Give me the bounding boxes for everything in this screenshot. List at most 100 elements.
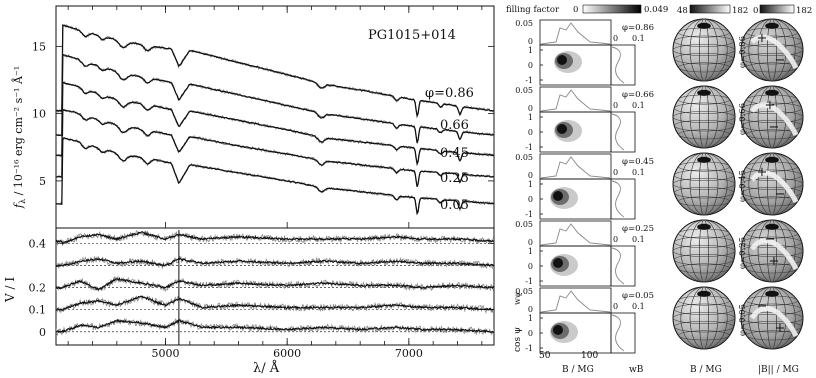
polarity-sign: −: [765, 232, 776, 247]
ff-x-axis-label: B / MG: [562, 365, 594, 375]
pol-model-0.86: [56, 231, 494, 245]
latitude-line: [740, 111, 804, 123]
longitude-line: [680, 152, 728, 216]
pole-cap: [697, 223, 711, 230]
sphere-row-0: +−φ=0.86: [672, 18, 804, 82]
latitude-line: [741, 254, 803, 266]
latitude-line: [740, 44, 804, 56]
latitude-line: [741, 321, 803, 333]
latitude-line: [746, 129, 798, 140]
ff-top-axis-label: wψ: [513, 292, 522, 305]
flux-ylabel-f: f: [12, 202, 25, 209]
sphere-b: [672, 18, 736, 82]
ff-row-4: 10-10.050 0 0.1φ=0.05: [515, 287, 654, 354]
ff-phase-label: φ=0.25: [622, 224, 654, 234]
pole-cap: [697, 22, 711, 29]
ff-top-tick-label: 0.05: [515, 220, 533, 229]
ff-right-box: [610, 178, 636, 220]
ff-top-histogram: [540, 290, 611, 313]
ff-top-tick-label: 0: [528, 171, 533, 180]
latitude-line: [746, 330, 798, 341]
b-scale-max: 182: [732, 6, 748, 16]
ff-density-core: [557, 124, 567, 134]
flux-y-ticks: 15 10 5: [32, 40, 494, 188]
latitude-line: [672, 44, 736, 56]
sphere-b: [672, 286, 736, 350]
ff-row-1: 10-10.050 0 0.1φ=0.66: [515, 86, 654, 153]
x-tick-label: 7000: [395, 347, 423, 360]
flux-tick-label: 15: [32, 40, 46, 53]
sphere-bl: −+: [740, 219, 804, 283]
latitude-line: [746, 62, 798, 73]
longitude-line: [680, 219, 728, 283]
ff-y-tick-label: 0: [528, 61, 533, 70]
flux-tick-label: 10: [32, 108, 46, 121]
phase-label-4: 0.05: [440, 198, 469, 213]
longitude-line: [748, 18, 796, 82]
b-axis-label: B / MG: [690, 365, 722, 375]
latitude-line: [740, 312, 804, 324]
ff-density-core: [553, 258, 563, 268]
pol-model-0.25: [56, 295, 494, 312]
latitude-line: [673, 53, 735, 65]
flux-model-0.86: [56, 24, 494, 119]
flux-tick-label: 5: [39, 175, 46, 188]
ff-right-tick-label: 0.1: [632, 168, 645, 177]
neutral-band: [750, 170, 799, 204]
latitude-line: [741, 187, 803, 199]
flux-model-0.25: [56, 108, 494, 188]
ff-phase-label: φ=0.05: [622, 291, 654, 301]
latitude-line: [673, 303, 735, 315]
ff-right-tick-label: 0: [613, 101, 618, 110]
ff-right-histogram: [611, 46, 625, 84]
ff-right-histogram: [611, 180, 625, 218]
latitude-line: [672, 111, 736, 123]
ff-y-tick-label: -1: [525, 76, 533, 85]
ff-density-core: [557, 55, 567, 65]
pole-cap: [697, 89, 711, 96]
latitude-line: [741, 53, 803, 65]
ff-right-tick-label: 0: [613, 168, 618, 177]
filling-factor-column: filling factor 0 0.049 10-10.050 0 0.1φ=0.…: [506, 4, 668, 375]
polarity-sign: +: [765, 98, 776, 113]
polarity-sign: −: [769, 120, 780, 135]
sphere-b: [672, 152, 736, 216]
longitude-line: [748, 152, 796, 216]
pol-tick-label: 0.4: [29, 237, 47, 250]
ff-y-tick-label: -1: [525, 143, 533, 152]
ff-right-tick-label: 0.1: [632, 235, 645, 244]
polarity-sign: +: [769, 254, 780, 269]
sphere-phase-label: φ=0.05: [738, 304, 748, 336]
neutral-band: [750, 102, 799, 137]
phase-label-2: 0.45: [440, 146, 469, 161]
sphere-phase-label: φ=0.66: [738, 103, 748, 135]
ff-right-histogram: [611, 247, 625, 285]
ff-top-histogram: [540, 22, 611, 45]
ff-top-histogram: [540, 223, 611, 246]
ff-right-axis-label: wB: [629, 365, 644, 375]
polarity-sign: −: [757, 299, 768, 314]
latitude-line: [673, 35, 735, 47]
ff-y-tick-label: 1: [528, 180, 533, 189]
pol-model-0.66: [56, 257, 494, 268]
ff-top-box: [539, 287, 612, 314]
sphere-bl: +−: [740, 152, 804, 216]
latitude-line: [678, 196, 730, 207]
longitude-line: [680, 286, 728, 350]
ff-top-tick-label: 0.05: [515, 19, 533, 28]
neutral-band: [749, 238, 799, 271]
ff-top-tick-label: 0.05: [515, 86, 533, 95]
ff-top-tick-label: 0.05: [515, 153, 533, 162]
ff-top-histogram: [540, 156, 611, 179]
longitude-line: [748, 219, 796, 283]
latitude-line: [746, 196, 798, 207]
ff-phase-label: φ=0.86: [622, 23, 654, 33]
polarity-sign: −: [775, 53, 786, 68]
ff-density-core: [553, 191, 563, 201]
pole-cap: [765, 22, 779, 29]
x-tick-label: 6000: [273, 347, 301, 360]
svg-text:fλ / 10⁻¹⁶ erg cm⁻² s⁻¹ Å⁻¹: fλ / 10⁻¹⁶ erg cm⁻² s⁻¹ Å⁻¹: [11, 66, 27, 209]
polarity-sign: +: [775, 321, 786, 336]
ff-top-tick-label: 0: [528, 238, 533, 247]
